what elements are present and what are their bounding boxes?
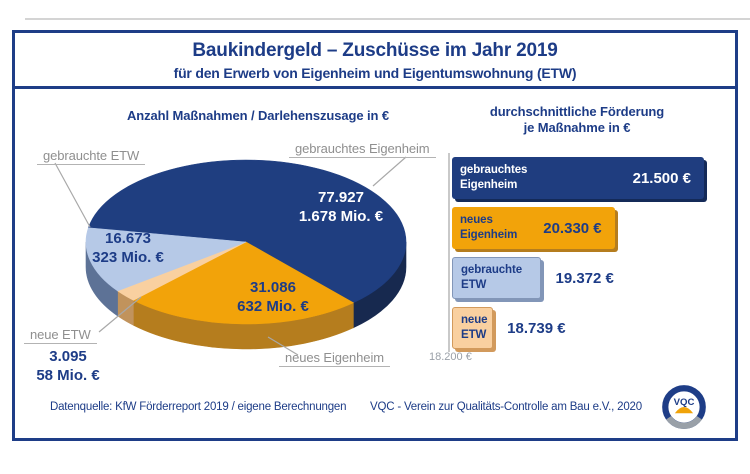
pie-slice-1: [132, 241, 355, 325]
bar-gebrauchtes-eigenheim: gebrauchtes Eigenheim 21.500 €: [452, 157, 704, 199]
pie-slice-3: [85, 227, 247, 292]
bar-row: gebrauchtes Eigenheim 21.500 € 21.500 €: [452, 157, 704, 199]
pie-value-gebrauchtes-eigenheim: 77.927 1.678 Mio. €: [299, 188, 383, 226]
leader-gebrauchtes-eigenheim: [372, 156, 407, 187]
pie-chart-title: Anzahl Maßnahmen / Darlehenszusage in €: [127, 108, 389, 123]
logo-text: VQC: [674, 397, 695, 408]
leader-gebrauchte-etw: [54, 162, 91, 228]
bar-label-line2: Eigenheim: [460, 179, 518, 191]
leader-neue-etw: [98, 296, 142, 333]
bar-label: neue ETW: [453, 313, 488, 343]
bar-label-line1: gebrauchte: [461, 264, 522, 277]
logo-orange-dome: [674, 407, 694, 414]
pie-value-neue-etw: 3.095 58 Mio. €: [36, 347, 99, 385]
bar-neues-eigenheim: neues Eigenheim 20.330 €: [452, 207, 615, 249]
bar-label-line2: ETW: [461, 329, 487, 341]
bar-row: neue ETW 18.739 € 18.739 €: [452, 307, 704, 349]
pie-amount: 1.678 Mio. €: [298, 208, 384, 225]
header-box: Baukindergeld – Zuschüsse im Jahr 2019 f…: [12, 30, 738, 89]
bar-axis-min-label: 18.200 €: [429, 351, 472, 363]
pie-label-neues-eigenheim: neues Eigenheim: [279, 350, 390, 367]
bar-chart: gebrauchtes Eigenheim 21.500 € 21.500 € …: [452, 157, 704, 349]
page-title: Baukindergeld – Zuschüsse im Jahr 2019: [192, 40, 558, 61]
bar-label-line1: neue: [461, 314, 488, 327]
bar-chart-title-line1: durchschnittliche Förderung: [489, 104, 665, 119]
top-divider-line: [25, 18, 750, 20]
bar-value: 20.330 €: [543, 219, 602, 237]
pie-chart: [85, 159, 407, 350]
pie-count: 31.086: [250, 279, 296, 296]
pie-value-neues-eigenheim: 31.086 632 Mio. €: [237, 278, 309, 316]
bar-chart-title: durchschnittliche Förderung je Maßnahme …: [452, 104, 702, 136]
bar-label-line2: Eigenheim: [460, 229, 518, 241]
pie-amount: 58 Mio. €: [36, 367, 100, 384]
logo-gray-arc: [666, 415, 702, 429]
bar-label-line2: ETW: [461, 279, 487, 291]
data-source-note: Datenquelle: KfW Förderreport 2019 / eig…: [50, 401, 347, 413]
bar-row: neues Eigenheim 20.330 € 20.330 €: [452, 207, 704, 249]
leader-neues-eigenheim: [267, 336, 299, 356]
vqc-logo: VQC: [662, 385, 706, 429]
page-subtitle: für den Erwerb von Eigenheim und Eigentu…: [173, 65, 577, 81]
pie-value-gebrauchte-etw: 16.673 323 Mio. €: [92, 229, 164, 267]
bar-chart-title-line2: je Maßnahme in €: [523, 120, 631, 135]
bar-label: neues Eigenheim: [452, 213, 517, 243]
pie-count: 3.095: [49, 348, 87, 365]
bar-value: 21.500 €: [632, 169, 691, 187]
pie-label-gebrauchtes-eigenheim: gebrauchtes Eigenheim: [289, 141, 436, 158]
pie-slice-0: [88, 159, 407, 304]
leader-lines: [54, 156, 407, 356]
bar-value: 19.372 €: [555, 269, 614, 287]
pie-amount: 323 Mio. €: [92, 249, 164, 266]
bar-label: gebrauchte ETW: [453, 263, 522, 293]
bar-row: gebrauchte ETW 19.372 € 19.372 €: [452, 257, 704, 299]
bar-label-line1: neues: [460, 214, 493, 227]
pie-amount: 632 Mio. €: [237, 298, 309, 315]
pie-count: 16.673: [105, 230, 151, 247]
bar-label: gebrauchtes Eigenheim: [452, 163, 527, 193]
bar-gebrauchte-etw: gebrauchte ETW 19.372 €: [452, 257, 542, 299]
credit-note: VQC - Verein zur Qualitäts-Controlle am …: [370, 401, 642, 413]
pie-count: 77.927: [318, 189, 364, 206]
pie-label-gebrauchte-etw: gebrauchte ETW: [37, 148, 146, 165]
bar-neue-etw: neue ETW 18.739 €: [452, 307, 494, 349]
bar-label-line1: gebrauchtes: [460, 164, 528, 177]
pie-label-neue-etw: neue ETW: [24, 327, 97, 344]
bar-value: 18.739 €: [507, 319, 566, 337]
